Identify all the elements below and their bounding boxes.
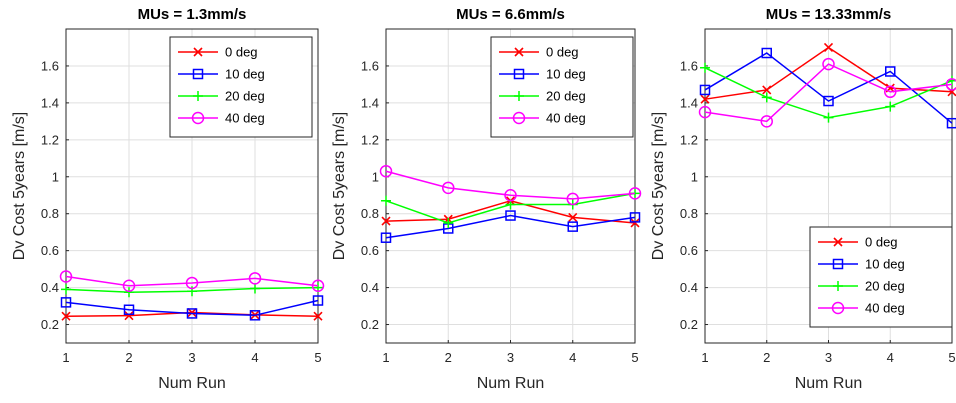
y-tick-label: 1: [372, 169, 379, 184]
x-tick-label: 3: [507, 350, 514, 365]
y-tick-label: 0.4: [361, 280, 379, 295]
y-tick-label: 0.6: [41, 243, 59, 258]
y-tick-label: 1.6: [41, 58, 59, 73]
y-tick-label: 0.8: [361, 206, 379, 221]
x-tick-label: 1: [382, 350, 389, 365]
chart-panel-2: 1 2 3 4 5 0.2 0.4 0.6 0.8 1 1.2 1.4 1.6 MUs = 6.6mm/s…: [331, 6, 641, 392]
x-tick-label: 4: [251, 350, 258, 365]
x-tick-label: 5: [948, 350, 955, 365]
chart-title: MUs = 1.3mm/s: [138, 6, 247, 23]
y-tick-label: 0.4: [41, 280, 59, 295]
y-tick-label: 1.6: [680, 58, 698, 73]
y-tick-label: 0.2: [361, 317, 379, 332]
legend-label: 40 deg: [546, 111, 586, 126]
x-tick-label: 5: [631, 350, 638, 365]
x-tick-label: 2: [763, 350, 770, 365]
x-tick-label: 3: [825, 350, 832, 365]
y-tick-label: 0.8: [680, 206, 698, 221]
legend-label: 20 deg: [546, 89, 586, 104]
y-tick-label: 1.2: [680, 132, 698, 147]
legend-label: 40 deg: [225, 111, 265, 126]
legend-label: 0 deg: [865, 235, 898, 250]
x-tick-label: 4: [887, 350, 894, 365]
x-tick-label: 2: [125, 350, 132, 365]
legend: 0 deg 10 deg 20 deg 40 deg: [170, 37, 312, 137]
chart-title: MUs = 6.6mm/s: [456, 6, 565, 23]
legend-label: 20 deg: [225, 89, 265, 104]
y-axis-label: Dv Cost 5years [m/s]: [331, 112, 348, 260]
y-tick-label: 0.6: [361, 243, 379, 258]
legend: 0 deg 10 deg 20 deg 40 deg: [491, 37, 633, 137]
y-tick-label: 0.8: [41, 206, 59, 221]
legend-label: 0 deg: [225, 45, 258, 60]
y-tick-label: 0.6: [680, 243, 698, 258]
legend-label: 10 deg: [225, 67, 265, 82]
chart-panel-1: 1 2 3 4 5 0.2 0.4 0.6 0.8 1 1.2 1.4 1.6 MUs = 1.3mm/s…: [11, 6, 324, 392]
y-axis-label: Dv Cost 5years [m/s]: [650, 112, 667, 260]
y-tick-label: 1.6: [361, 58, 379, 73]
chart-title: MUs = 13.33mm/s: [766, 6, 892, 23]
x-tick-label: 1: [701, 350, 708, 365]
legend-label: 0 deg: [546, 45, 579, 60]
y-tick-label: 1.4: [680, 95, 698, 110]
legend: 0 deg 10 deg 20 deg 40 deg: [810, 227, 952, 327]
x-tick-label: 3: [188, 350, 195, 365]
y-tick-label: 0.2: [41, 317, 59, 332]
x-tick-label: 1: [62, 350, 69, 365]
legend-label: 10 deg: [546, 67, 586, 82]
y-tick-label: 0.2: [680, 317, 698, 332]
legend-label: 40 deg: [865, 301, 905, 316]
y-tick-label: 1: [691, 169, 698, 184]
y-tick-label: 1.2: [41, 132, 59, 147]
x-axis-label: Num Run: [477, 375, 545, 392]
x-tick-label: 5: [314, 350, 321, 365]
legend-label: 10 deg: [865, 257, 905, 272]
y-tick-label: 1: [52, 169, 59, 184]
x-axis-label: Num Run: [795, 375, 863, 392]
y-axis-label: Dv Cost 5years [m/s]: [11, 112, 28, 260]
legend-label: 20 deg: [865, 279, 905, 294]
y-tick-label: 1.2: [361, 132, 379, 147]
x-tick-label: 2: [445, 350, 452, 365]
x-tick-label: 4: [569, 350, 576, 365]
x-axis-label: Num Run: [158, 375, 226, 392]
chart-panel-3: 1 2 3 4 5 0.2 0.4 0.6 0.8 1 1.2 1.4 1.6 MUs = 13.33mm…: [650, 6, 956, 392]
y-tick-label: 1.4: [361, 95, 379, 110]
y-tick-label: 1.4: [41, 95, 59, 110]
y-tick-label: 0.4: [680, 280, 698, 295]
